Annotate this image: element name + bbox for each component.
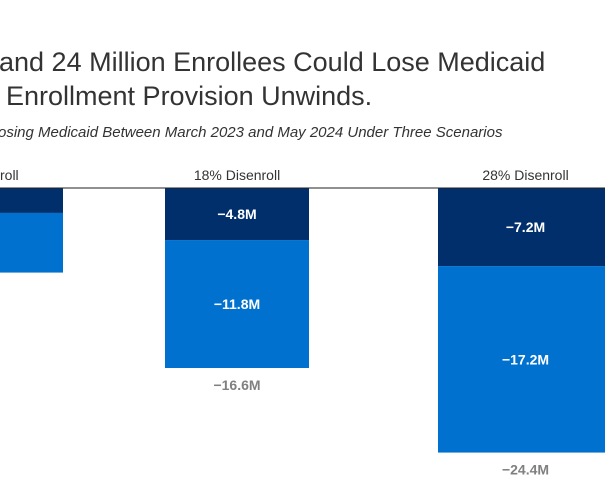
bar-segment — [165, 240, 309, 368]
bar-segment — [0, 212, 63, 273]
category-label: 28% Disenroll — [482, 167, 568, 183]
chart-subtitle: osing Medicaid Between March 2023 and Ma… — [0, 124, 503, 141]
category-label: roll — [0, 167, 19, 183]
chart-title-line-1: and 24 Million Enrollees Could Lose Medi… — [0, 47, 546, 77]
total-label: −16.6M — [213, 377, 260, 393]
segment-label: −11.8M — [214, 296, 260, 312]
bar-segment — [0, 188, 63, 213]
category-label: 18% Disenroll — [194, 167, 280, 183]
segment-label: −4.8M — [217, 206, 256, 222]
chart-title-line-2: Enrollment Provision Unwinds. — [6, 81, 373, 111]
total-label: −24.4M — [502, 462, 549, 478]
segment-label: −17.2M — [502, 351, 549, 367]
segment-label: −7.2M — [506, 219, 545, 235]
bar-segment — [438, 188, 605, 267]
bar-segment — [165, 188, 309, 241]
bar-segment — [438, 266, 605, 453]
